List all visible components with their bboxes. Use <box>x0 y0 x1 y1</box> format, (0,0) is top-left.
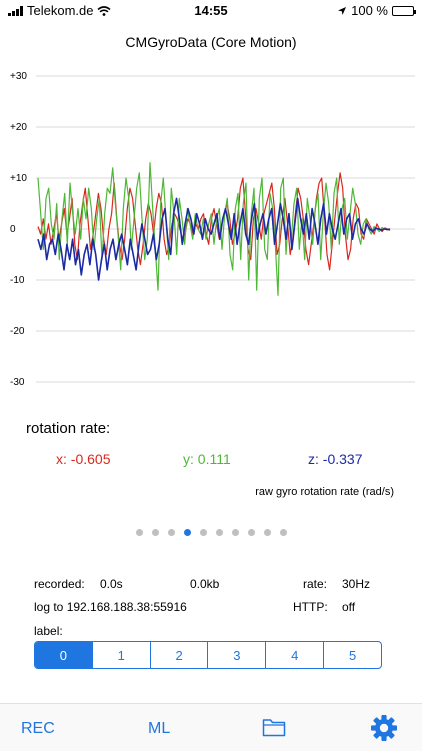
gear-icon[interactable] <box>370 714 398 742</box>
status-time: 14:55 <box>194 3 228 18</box>
y-tick-label: -10 <box>10 275 25 286</box>
page-dot[interactable] <box>263 529 271 536</box>
rec-tab[interactable]: REC <box>21 720 55 737</box>
recorded-label: recorded: <box>34 577 85 591</box>
page-dot[interactable] <box>279 529 287 536</box>
page-dot[interactable] <box>231 529 239 536</box>
units-caption: raw gyro rotation rate (rad/s) <box>255 486 394 498</box>
label-segment-3[interactable]: 3 <box>207 642 265 668</box>
label-segment-2[interactable]: 2 <box>149 642 208 668</box>
z-series-line <box>37 197 391 281</box>
status-right: 100 % <box>337 3 416 18</box>
location-arrow-icon <box>338 6 347 15</box>
label-segment-4[interactable]: 4 <box>265 642 323 668</box>
page-dot[interactable] <box>199 529 207 536</box>
x-value: x: -0.605 <box>56 451 111 467</box>
log-address: log to 192.168.188.38:55916 <box>34 600 187 614</box>
y-tick-label: +20 <box>10 122 27 133</box>
page-dot[interactable] <box>215 529 223 536</box>
status-bar: Telekom.de 14:55 100 % <box>0 0 422 22</box>
page-dot[interactable] <box>183 529 191 536</box>
status-left: Telekom.de <box>8 3 111 18</box>
page-title: CMGyroData (Core Motion) <box>125 34 297 50</box>
rate-label: rate: <box>303 577 328 591</box>
tab-bar: REC ML <box>0 703 422 751</box>
size-value: 0.0kb <box>190 577 220 591</box>
label-segment-0[interactable]: 0 <box>35 642 92 668</box>
page-dot[interactable] <box>151 529 159 536</box>
y-series-line <box>37 162 391 296</box>
page-dot[interactable] <box>135 529 143 536</box>
recorded-value: 0.0s <box>100 577 123 591</box>
carrier-label: Telekom.de <box>27 3 94 18</box>
battery-percent: 100 % <box>351 3 388 18</box>
y-tick-label: -30 <box>10 377 25 388</box>
y-tick-label: 0 <box>10 224 16 235</box>
y-tick-label: +10 <box>10 173 27 184</box>
x-series-line <box>37 172 391 271</box>
http-value: off <box>342 600 356 614</box>
http-label: HTTP: <box>293 600 328 614</box>
z-value: z: -0.337 <box>308 451 363 467</box>
label-caption: label: <box>34 624 63 638</box>
label-segment-1[interactable]: 1 <box>91 642 150 668</box>
rate-value: 30Hz <box>342 577 371 591</box>
page-indicator[interactable] <box>0 529 422 536</box>
battery-icon <box>392 5 416 16</box>
wifi-icon <box>97 5 111 16</box>
ml-tab[interactable]: ML <box>148 720 171 737</box>
y-value: y: 0.111 <box>183 451 231 467</box>
label-segment-5[interactable]: 5 <box>323 642 381 668</box>
page-dot[interactable] <box>167 529 175 536</box>
page-dot[interactable] <box>247 529 255 536</box>
rotation-rate-label: rotation rate: <box>26 420 111 437</box>
y-tick-label: +30 <box>10 71 27 82</box>
y-tick-label: -20 <box>10 326 25 337</box>
folder-icon[interactable] <box>262 717 286 737</box>
gyro-chart: +30 +20 +10 0 -10 -20 -30 <box>10 71 415 388</box>
signal-icon <box>8 5 23 16</box>
